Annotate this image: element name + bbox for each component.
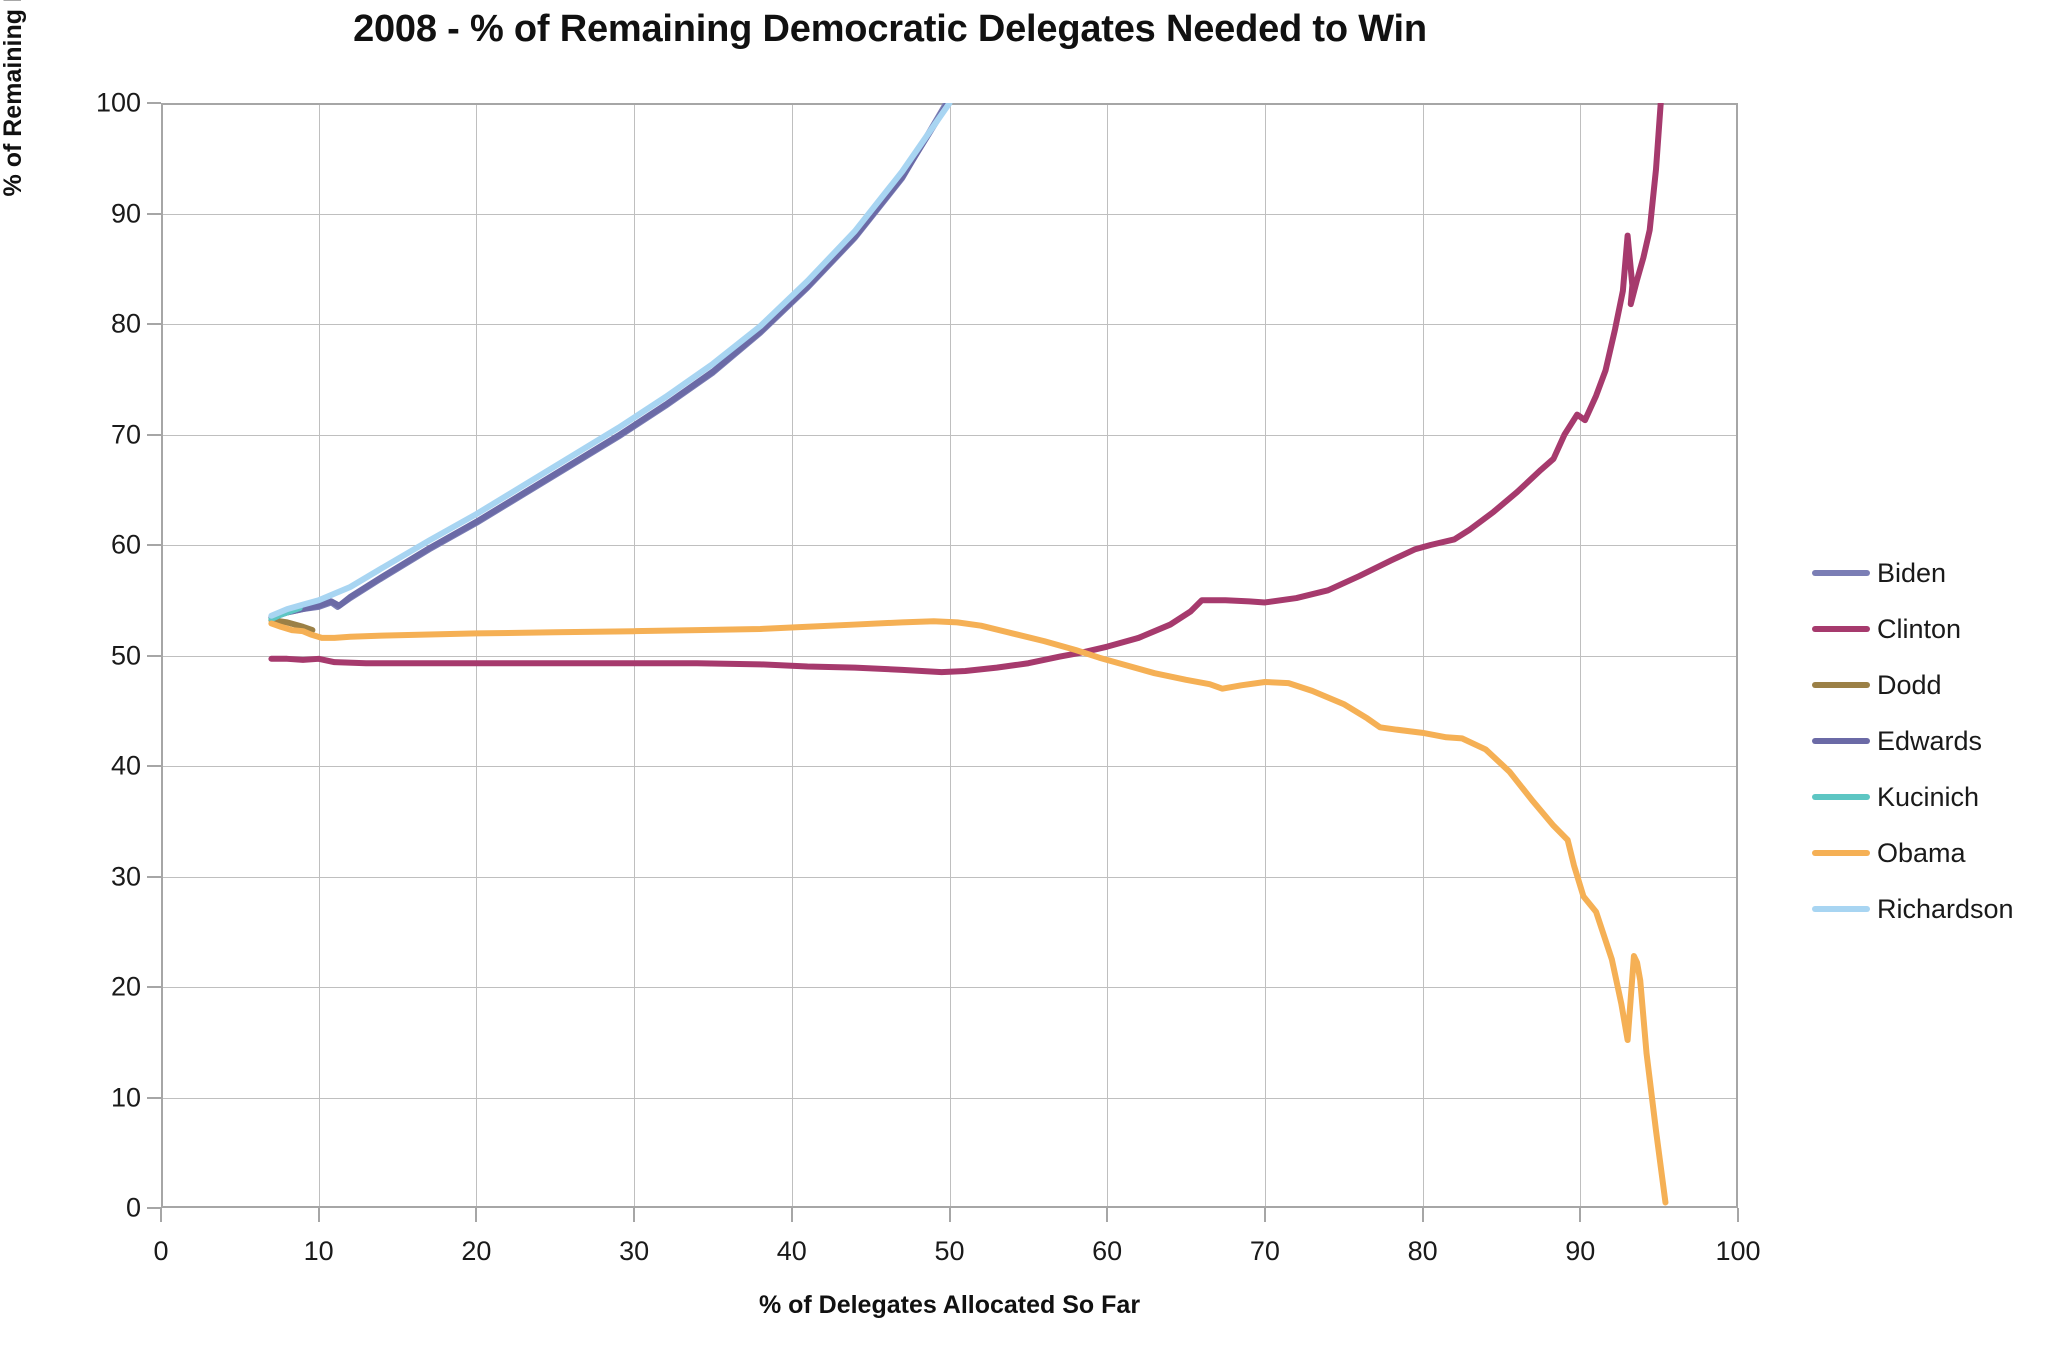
series-line-dodd bbox=[268, 617, 316, 634]
legend-label: Dodd bbox=[1877, 669, 1942, 700]
x-tick-mark bbox=[633, 1208, 636, 1222]
x-tick-mark bbox=[1106, 1208, 1109, 1222]
x-tick-label: 50 bbox=[934, 1236, 965, 1266]
gridline-vertical bbox=[1422, 103, 1424, 1208]
x-tick-label: 30 bbox=[619, 1236, 650, 1266]
x-tick-label: 70 bbox=[1249, 1236, 1280, 1266]
y-tick-label: 80 bbox=[110, 308, 141, 339]
gridline-vertical bbox=[318, 103, 320, 1208]
x-tick-label: 0 bbox=[153, 1236, 169, 1266]
y-tick-label: 90 bbox=[110, 198, 141, 228]
legend-label: Obama bbox=[1877, 837, 1966, 868]
x-tick-mark bbox=[317, 1208, 320, 1222]
gridline-vertical bbox=[634, 103, 636, 1208]
x-tick-label: 40 bbox=[776, 1236, 807, 1266]
x-tick-mark bbox=[790, 1208, 793, 1222]
y-tick-mark bbox=[147, 102, 161, 104]
x-tick-mark bbox=[1421, 1208, 1424, 1222]
y-tick-label: 50 bbox=[110, 640, 141, 670]
x-tick-mark bbox=[1737, 1208, 1739, 1222]
x-tick-mark bbox=[948, 1208, 951, 1222]
plot-area bbox=[161, 103, 1738, 1208]
legend-item-obama[interactable]: Obama bbox=[1812, 825, 2048, 881]
legend-swatch-richardson bbox=[1812, 906, 1870, 912]
x-tick-label: 20 bbox=[461, 1236, 492, 1266]
legend-label: Clinton bbox=[1877, 613, 1962, 644]
gridline-vertical bbox=[791, 103, 793, 1208]
legend-item-edwards[interactable]: Edwards bbox=[1812, 713, 2048, 769]
y-tick-mark bbox=[147, 433, 161, 436]
x-tick-label: 60 bbox=[1092, 1236, 1123, 1266]
legend-item-clinton[interactable]: Clinton bbox=[1812, 601, 2048, 657]
gridline-vertical bbox=[1580, 103, 1582, 1208]
y-tick-mark bbox=[147, 323, 161, 325]
legend-item-kucinich[interactable]: Kucinich bbox=[1812, 769, 2048, 825]
series-line-clinton bbox=[268, 103, 1664, 676]
series-lines bbox=[268, 103, 1669, 1206]
legend-item-richardson[interactable]: Richardson bbox=[1812, 881, 2048, 937]
gridline-vertical bbox=[1107, 103, 1109, 1208]
legend-item-dodd[interactable]: Dodd bbox=[1812, 657, 2048, 713]
y-tick-label: 40 bbox=[110, 750, 141, 781]
gridline-vertical bbox=[949, 103, 951, 1208]
y-tick-label: 20 bbox=[110, 971, 141, 1002]
x-tick-mark bbox=[160, 1208, 162, 1222]
y-tick-mark bbox=[147, 875, 161, 878]
y-tick-mark bbox=[147, 654, 161, 657]
legend-label: Biden bbox=[1877, 557, 1947, 588]
legend-swatch-dodd bbox=[1812, 682, 1870, 688]
legend-item-biden[interactable]: Biden bbox=[1812, 545, 2048, 601]
y-tick-label: 70 bbox=[110, 419, 141, 449]
legend-swatch-edwards bbox=[1812, 738, 1870, 744]
y-tick-mark bbox=[147, 986, 161, 988]
x-tick-label: 10 bbox=[303, 1236, 334, 1266]
y-tick-mark bbox=[147, 1096, 161, 1099]
y-axis-title: % of Remaining Delegates Needed to Win bbox=[0, 0, 28, 230]
series-line-richardson bbox=[268, 103, 953, 619]
y-tick-mark bbox=[147, 765, 161, 767]
series-line-edwards bbox=[268, 103, 951, 620]
gridline-vertical bbox=[1264, 103, 1266, 1208]
x-tick-mark bbox=[1263, 1208, 1266, 1222]
y-tick-mark bbox=[147, 1207, 161, 1209]
y-tick-label: 100 bbox=[95, 87, 141, 118]
chart-title: 2008 - % of Remaining Democratic Delegat… bbox=[353, 8, 1427, 50]
legend-label: Richardson bbox=[1877, 893, 2014, 924]
y-tick-mark bbox=[147, 544, 161, 546]
x-tick-label: 100 bbox=[1715, 1236, 1761, 1266]
x-tick-mark bbox=[1579, 1208, 1582, 1222]
legend-label: Edwards bbox=[1877, 725, 1983, 756]
legend-label: Kucinich bbox=[1877, 781, 1980, 812]
legend-swatch-biden bbox=[1812, 570, 1870, 576]
y-tick-label: 30 bbox=[110, 861, 141, 891]
y-tick-label: 0 bbox=[125, 1192, 141, 1223]
gridline-vertical bbox=[476, 103, 478, 1208]
legend-swatch-kucinich bbox=[1812, 794, 1870, 800]
x-tick-label: 80 bbox=[1407, 1236, 1438, 1266]
legend-swatch-clinton bbox=[1812, 626, 1870, 632]
series-line-biden bbox=[268, 103, 950, 621]
x-axis-title: % of Delegates Allocated So Far bbox=[758, 1291, 1141, 1319]
y-tick-label: 10 bbox=[110, 1082, 141, 1112]
x-tick-mark bbox=[475, 1208, 478, 1222]
series-line-obama bbox=[268, 618, 1669, 1206]
legend-swatch-obama bbox=[1812, 850, 1870, 856]
chart-legend: Biden Clinton Dodd Edwards Kucinich Obama Rich… bbox=[1812, 545, 2048, 937]
x-tick-label: 90 bbox=[1565, 1236, 1596, 1266]
y-tick-mark bbox=[147, 212, 161, 215]
y-tick-label: 60 bbox=[110, 529, 141, 560]
